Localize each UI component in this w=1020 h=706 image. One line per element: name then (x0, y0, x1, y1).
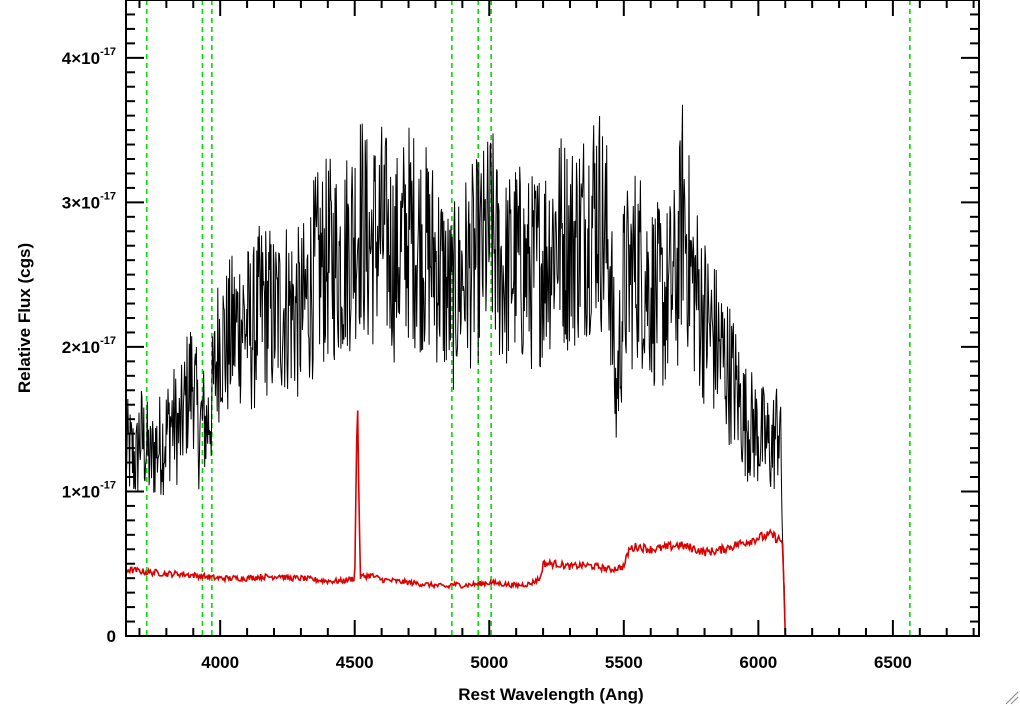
y-tick-label: 0 (107, 627, 116, 646)
x-tick-label: 6000 (739, 653, 777, 672)
y-tick-label: 3×10-17 (62, 190, 116, 212)
spectrum-series-1 (125, 104, 786, 619)
y-tick-label: 2×10-17 (62, 335, 116, 357)
x-axis-ticks: 4000 4500 5000 5500 6000 6500 (138, 0, 975, 672)
y-tick-label: 1×10-17 (62, 479, 116, 501)
y-axis-title: Relative Flux (cgs) (15, 243, 34, 393)
x-tick-label: 4500 (336, 653, 374, 672)
y-tick-label: 4×10-17 (62, 46, 116, 68)
y-axis-ticks: 0 1×10-17 2×10-17 3×10-17 4×10-17 (62, 0, 979, 646)
x-tick-label: 5500 (605, 653, 643, 672)
x-tick-label: 5000 (470, 653, 508, 672)
x-axis-title: Rest Wavelength (Ang) (458, 685, 643, 704)
resize-grip-icon[interactable] (1005, 691, 1019, 705)
x-tick-label: 4000 (201, 653, 239, 672)
x-tick-label: 6500 (874, 653, 912, 672)
